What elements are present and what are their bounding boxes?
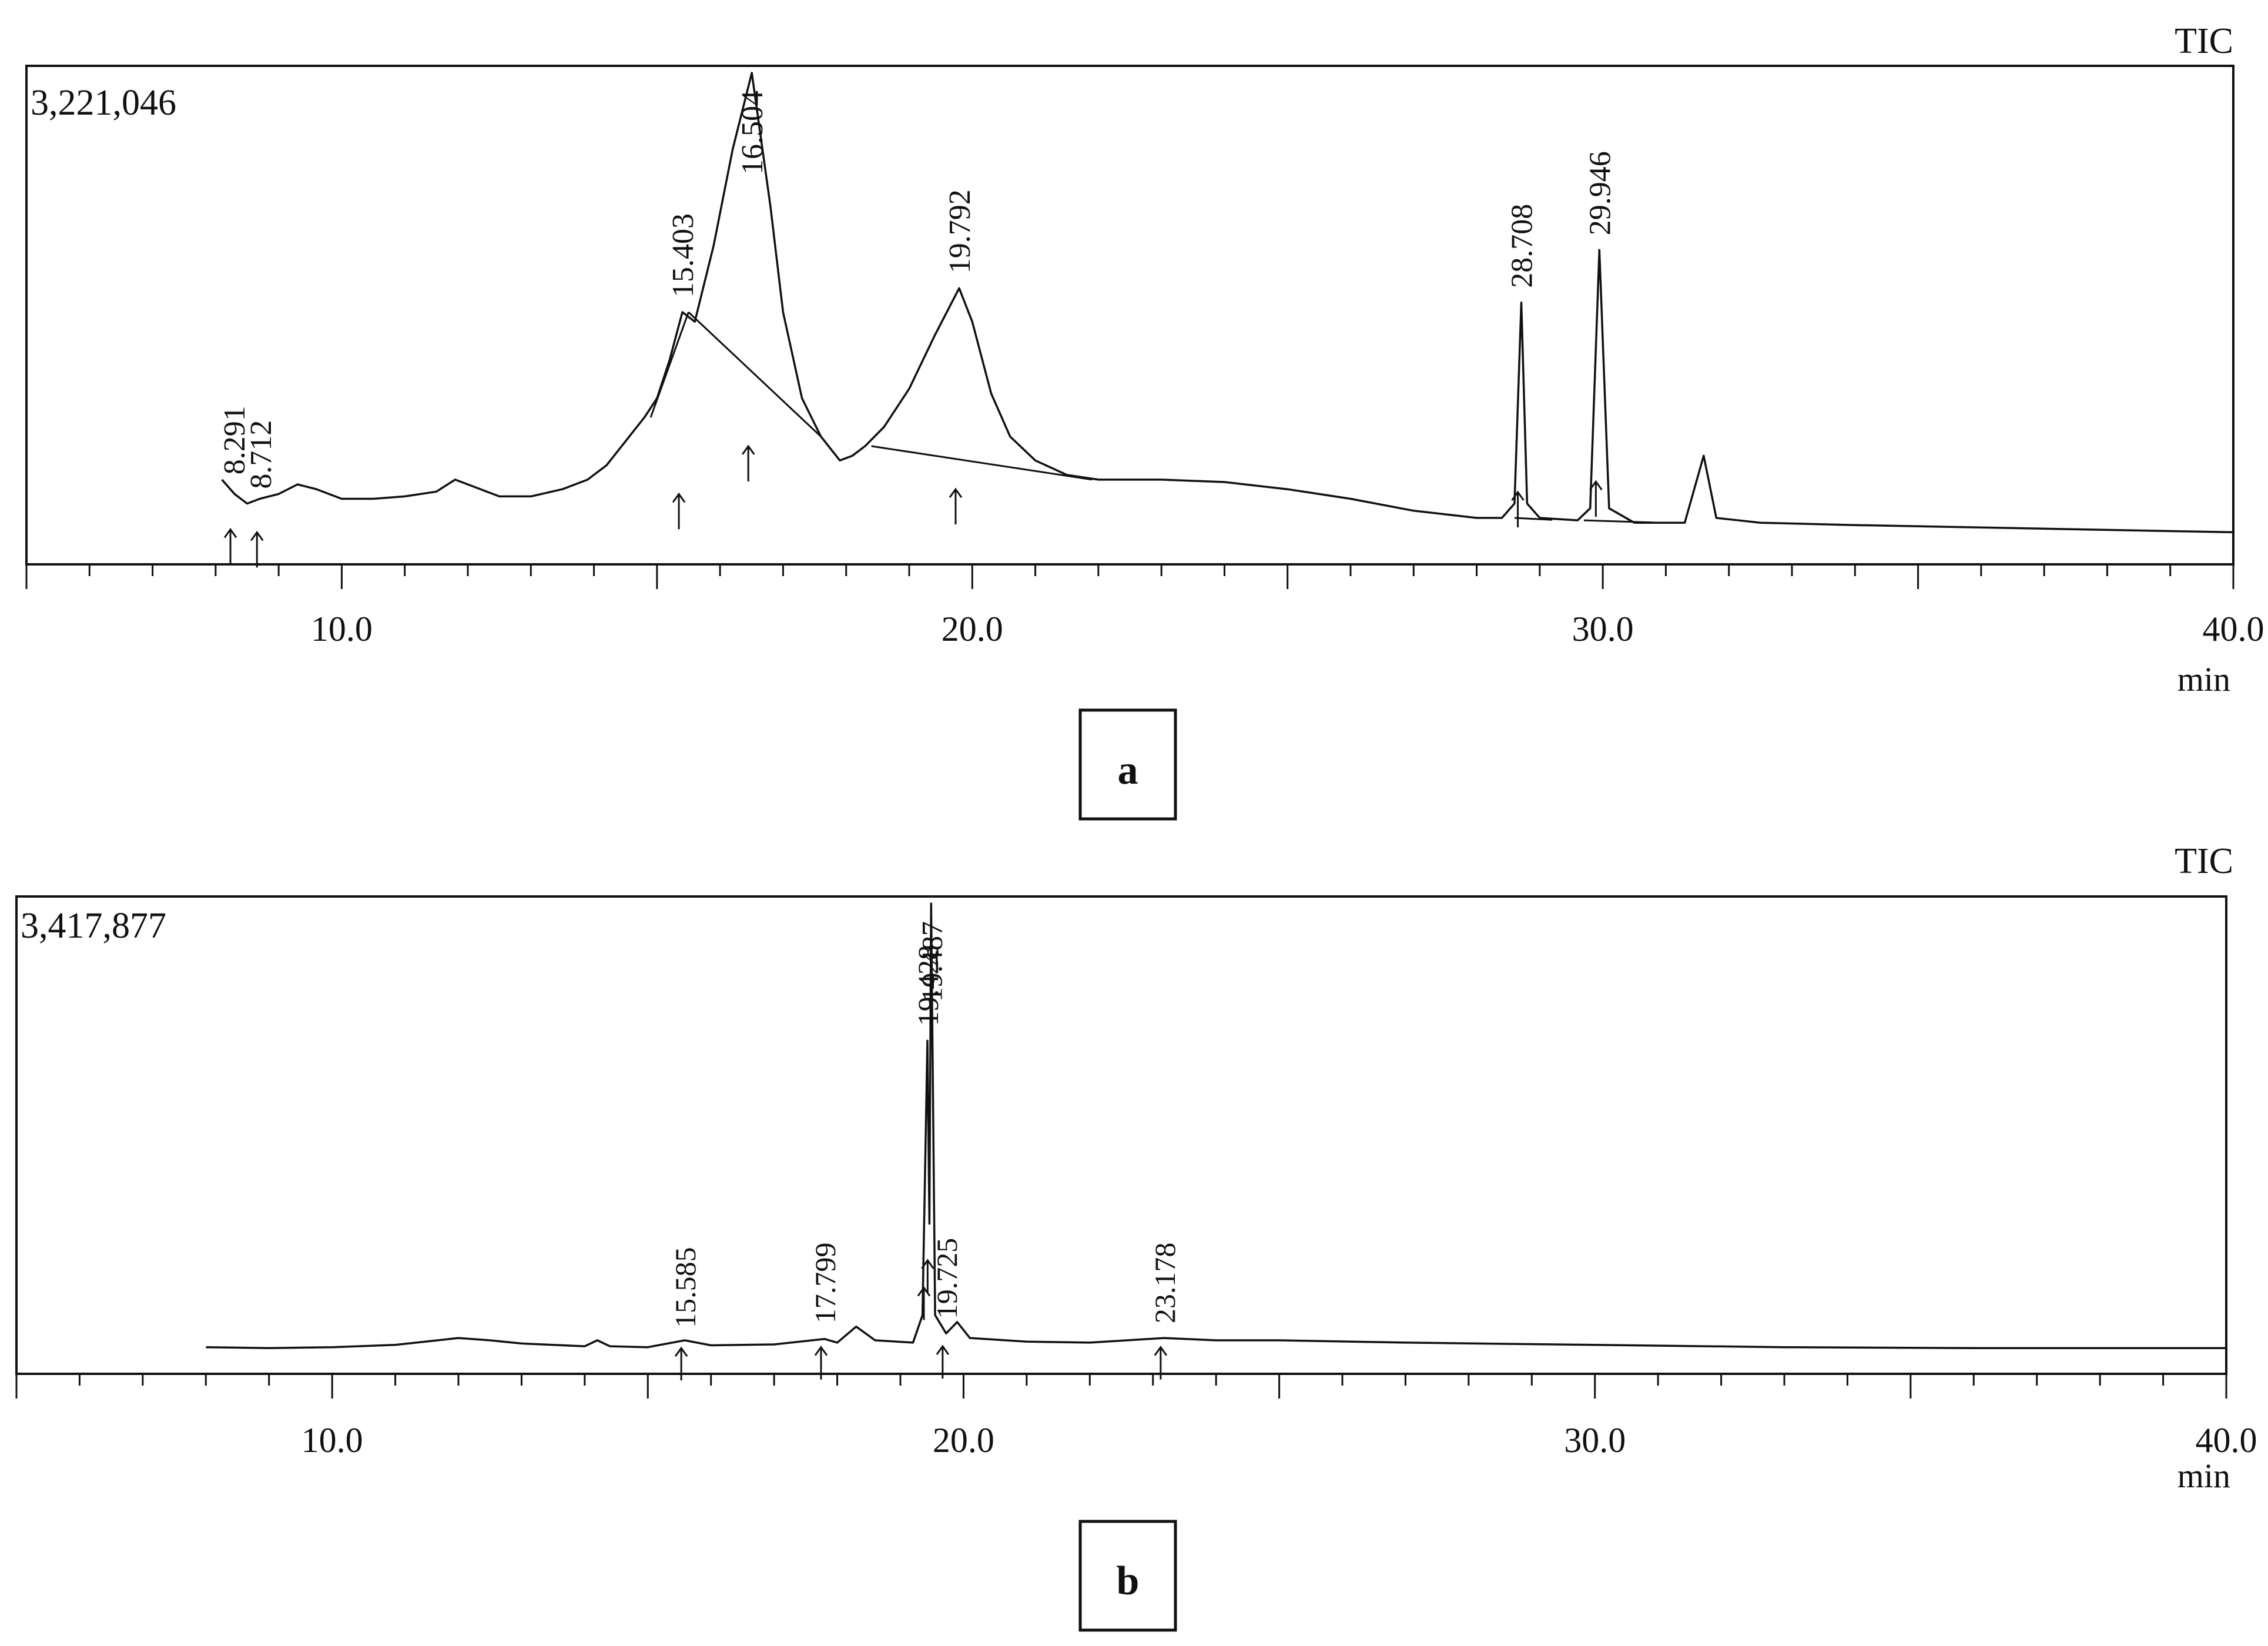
panel-a-peak-label: 15.403 [666,213,700,297]
panel-b-peak-label: 19.428 [912,945,944,1026]
panel-a-plot-frame [25,65,2235,566]
panel-b-peak-label: 17.799 [809,1243,842,1324]
peak-start-arrowhead [917,1286,931,1297]
panel-a-peak-labels: 8.291 8.712 15.403 16.504 19.792 28.708 … [218,91,1617,489]
panel-a-integration-baselines [649,311,1660,524]
panel-a-x-tick-label: 10.0 [311,610,373,648]
panel-b-peak-label: 19.725 [930,1238,963,1319]
integration-baseline [688,311,822,437]
panel-b-x-tick-labels: 10.0 20.0 30.0 40.0 [301,1421,2257,1460]
panel-b-x-tick-label: 20.0 [933,1421,994,1460]
peak-start-arrowhead [674,1346,688,1357]
peak-start-arrowhead [921,1259,934,1269]
panel-b-peak-label: 23.178 [1148,1243,1181,1324]
peak-start-arrowhead [1589,480,1603,491]
panel-a-peak-label: 8.291 [218,406,252,474]
peak-start-arrowhead [814,1346,828,1356]
panel-b-x-axis [15,1374,2227,1399]
panel-a-peak-label: 28.708 [1506,204,1539,288]
panel-a-integration-markers [223,444,1603,568]
panel-b-plot-frame [15,895,2227,1375]
panel-b-label: b [1117,1558,1140,1604]
panel-a-x-tick-label: 40.0 [2203,610,2264,648]
panel-b-detector: TIC [2175,841,2233,881]
peak-start-arrowhead [223,527,237,538]
panel-b-x-tick-label: 10.0 [301,1421,363,1460]
peak-start-arrowhead [741,444,755,455]
panel-b-label-box [1078,1520,1177,1632]
panel-a-x-unit: min [2177,660,2230,698]
panel-a-peak-label: 29.946 [1583,151,1617,235]
peak-start-arrowhead [1154,1346,1168,1356]
panel-b: TIC 3,417,877 10.0 20.0 30.0 40.0 min 15… [15,841,2257,1632]
panel-a-x-axis [25,564,2235,589]
panel-a-intensity-max: 3,221,046 [31,83,176,123]
panel-b-x-tick-label: 30.0 [1564,1421,1626,1460]
panel-a-label-box [1078,708,1177,821]
panel-a-x-tick-label: 30.0 [1572,610,1634,648]
panel-b-intensity-max: 3,417,877 [21,906,166,946]
panel-b-peak-labels: 15.585 17.799 19.428 19.487 19.725 23.17… [669,921,1181,1328]
panel-b-trace [206,902,2226,1349]
panel-a-trace [221,72,2234,534]
panel-b-x-unit: min [2177,1457,2230,1495]
integration-baseline [1514,517,1553,521]
peak-start-arrowhead [936,1344,950,1355]
panel-a: TIC 3,221,046 10.0 20.0 30.0 40.0 min 8.… [25,21,2264,821]
peak-start-arrowhead [949,487,963,499]
integration-baseline [649,312,689,418]
panel-b-integration-markers [674,1259,1168,1381]
peak-start-arrowhead [1511,490,1525,501]
panel-a-label: a [1118,748,1138,793]
peak-start-arrowhead [250,530,264,541]
panel-b-peak-label: 19.487 [915,921,948,1002]
panel-a-x-tick-labels: 10.0 20.0 30.0 40.0 [311,610,2264,648]
panel-a-detector: TIC [2175,21,2233,61]
panel-a-peak-label: 8.712 [244,420,278,489]
panel-a-peak-label: 16.504 [736,91,769,175]
panel-a-x-tick-label: 20.0 [942,610,1003,648]
peak-start-arrowhead [672,492,686,503]
panel-a-peak-label: 19.792 [943,189,977,273]
integration-baseline [871,445,1093,481]
panel-b-peak-label: 15.585 [669,1247,702,1328]
panel-b-x-tick-label: 40.0 [2196,1421,2257,1460]
